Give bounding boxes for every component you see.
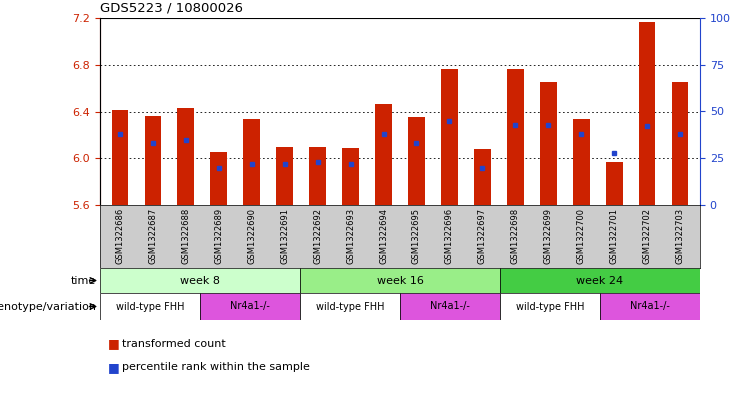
Bar [639, 22, 656, 205]
Bar [500, 268, 700, 293]
Text: GSM1322689: GSM1322689 [214, 208, 223, 264]
Text: GSM1322696: GSM1322696 [445, 208, 454, 264]
Bar [600, 293, 700, 320]
Bar [507, 70, 524, 205]
Bar [243, 119, 260, 205]
Text: wild-type FHH: wild-type FHH [516, 301, 584, 312]
Text: GSM1322693: GSM1322693 [346, 208, 355, 264]
Text: GSM1322695: GSM1322695 [412, 208, 421, 264]
Text: GSM1322702: GSM1322702 [642, 208, 652, 264]
Text: percentile rank within the sample: percentile rank within the sample [122, 362, 310, 372]
Bar [100, 293, 200, 320]
Text: GSM1322700: GSM1322700 [576, 208, 586, 264]
Text: GSM1322690: GSM1322690 [247, 208, 256, 264]
Bar [300, 293, 400, 320]
Text: GSM1322697: GSM1322697 [478, 208, 487, 264]
Text: GDS5223 / 10800026: GDS5223 / 10800026 [100, 1, 243, 14]
Bar [375, 105, 392, 205]
Text: GSM1322698: GSM1322698 [511, 208, 520, 264]
Bar [441, 70, 458, 205]
Bar [400, 293, 500, 320]
Bar [210, 152, 227, 205]
Text: GSM1322699: GSM1322699 [544, 208, 553, 264]
Text: transformed count: transformed count [122, 339, 226, 349]
Text: GSM1322687: GSM1322687 [148, 208, 157, 264]
Text: GSM1322686: GSM1322686 [116, 208, 124, 264]
Text: GSM1322692: GSM1322692 [313, 208, 322, 264]
Bar [100, 268, 300, 293]
Bar [500, 293, 600, 320]
Bar [606, 162, 622, 205]
Text: week 8: week 8 [180, 275, 220, 285]
Bar [200, 293, 300, 320]
Text: GSM1322694: GSM1322694 [379, 208, 388, 264]
Text: GSM1322703: GSM1322703 [676, 208, 685, 264]
Text: week 24: week 24 [576, 275, 624, 285]
Text: ■: ■ [107, 361, 119, 374]
Text: Nr4a1-/-: Nr4a1-/- [230, 301, 270, 312]
Bar [573, 119, 590, 205]
Bar [474, 149, 491, 205]
Bar [540, 82, 556, 205]
Bar [309, 147, 326, 205]
Text: Nr4a1-/-: Nr4a1-/- [430, 301, 470, 312]
Text: GSM1322701: GSM1322701 [610, 208, 619, 264]
Text: wild-type FHH: wild-type FHH [116, 301, 185, 312]
Text: week 16: week 16 [376, 275, 423, 285]
Text: Nr4a1-/-: Nr4a1-/- [630, 301, 670, 312]
Text: ■: ■ [107, 337, 119, 350]
Bar [672, 82, 688, 205]
Bar [342, 148, 359, 205]
Bar [408, 118, 425, 205]
Bar [300, 268, 500, 293]
Text: wild-type FHH: wild-type FHH [316, 301, 385, 312]
Text: time: time [71, 275, 96, 285]
Bar [276, 147, 293, 205]
Text: GSM1322688: GSM1322688 [182, 208, 190, 264]
Text: genotype/variation: genotype/variation [0, 301, 96, 312]
Bar [178, 108, 194, 205]
Text: GSM1322691: GSM1322691 [280, 208, 289, 264]
Bar [112, 110, 128, 205]
Bar [144, 116, 161, 205]
